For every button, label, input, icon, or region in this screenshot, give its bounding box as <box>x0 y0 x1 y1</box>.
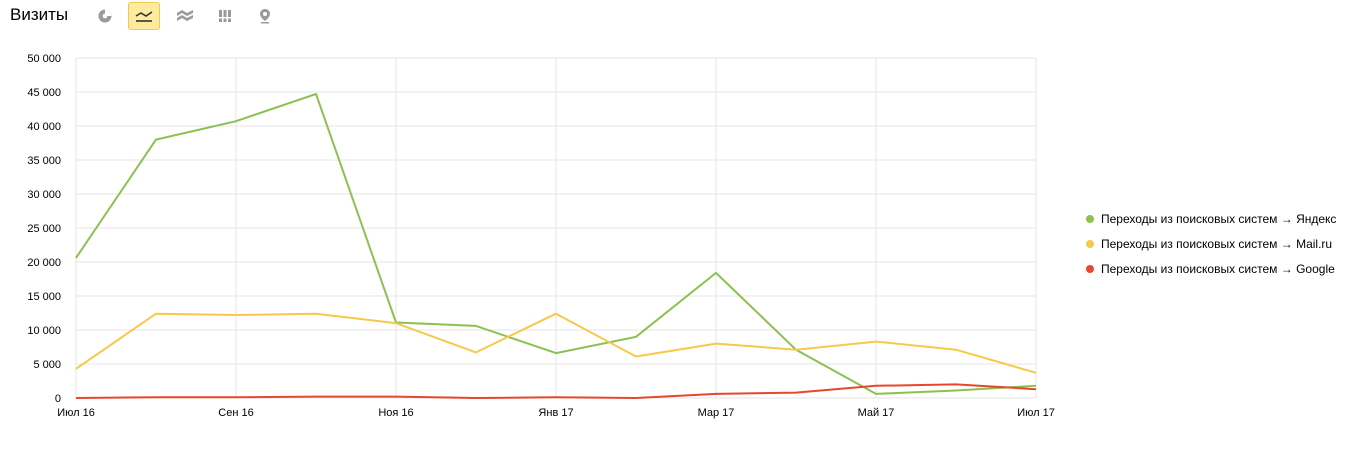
series-line-yandex[interactable] <box>75 93 1037 395</box>
y-tick-label: 40 000 <box>27 121 61 133</box>
legend-item-mailru[interactable]: Переходы из поисковых систем → Mail.ru <box>1086 231 1336 256</box>
series-line-mailru[interactable] <box>75 312 1037 374</box>
y-tick-label: 5 000 <box>33 359 61 371</box>
legend-label: Переходы из поисковых систем → Яндекс <box>1101 211 1337 226</box>
x-tick-label: Май 17 <box>858 407 895 419</box>
line-chart-icon <box>135 11 153 22</box>
chart-grid <box>75 57 1037 399</box>
pie-chart-button[interactable] <box>89 2 121 30</box>
area-chart-icon <box>177 10 193 21</box>
series-line-google[interactable] <box>75 383 1037 399</box>
pie-chart-icon <box>98 9 112 23</box>
x-tick-label: Ноя 16 <box>378 407 413 419</box>
bar-chart-button[interactable] <box>209 2 241 30</box>
map-button[interactable] <box>249 2 281 30</box>
y-tick-label: 45 000 <box>27 87 61 99</box>
area-chart-button[interactable] <box>169 2 201 30</box>
chart-header: Визиты <box>0 0 400 34</box>
x-tick-label: Июл 16 <box>57 407 95 419</box>
y-tick-label: 0 <box>55 393 61 405</box>
legend-label: Переходы из поисковых систем → Mail.ru <box>1101 236 1333 251</box>
y-tick-label: 15 000 <box>27 291 61 303</box>
legend-marker <box>1086 214 1094 223</box>
legend-item-google[interactable]: Переходы из поисковых систем → Google <box>1086 256 1336 281</box>
y-tick-label: 35 000 <box>27 155 61 167</box>
bar-chart-icon <box>218 10 232 22</box>
y-axis: 0 5 000 10 000 15 000 20 000 25 000 30 000 35 0… <box>27 53 61 405</box>
y-tick-label: 20 000 <box>27 257 61 269</box>
chart-legend: Переходы из поисковых систем → Яндекс Пе… <box>1086 206 1336 281</box>
legend-marker <box>1086 264 1094 273</box>
chart-title: Визиты <box>10 5 69 24</box>
line-chart: 0 5 000 10 000 15 000 20 000 25 000 30 000 35 0… <box>27 53 1055 419</box>
chart-series <box>75 93 1037 399</box>
y-tick-label: 30 000 <box>27 189 61 201</box>
x-tick-label: Сен 16 <box>218 407 253 419</box>
x-axis: Июл 16 Сен 16 Ноя 16 Янв 17 Мар 17 Май 17 Июл … <box>57 407 1055 419</box>
x-tick-label: Янв 17 <box>538 407 573 419</box>
y-tick-label: 10 000 <box>27 325 61 337</box>
legend-label: Переходы из поисковых систем → Google <box>1101 261 1335 276</box>
line-chart-button[interactable] <box>128 2 160 30</box>
legend-item-yandex[interactable]: Переходы из поисковых систем → Яндекс <box>1086 206 1336 231</box>
y-tick-label: 25 000 <box>27 223 61 235</box>
x-tick-label: Июл 17 <box>1017 407 1055 419</box>
map-pin-icon <box>260 9 270 24</box>
y-tick-label: 50 000 <box>27 53 61 65</box>
legend-marker <box>1086 239 1094 248</box>
x-tick-label: Мар 17 <box>698 407 735 419</box>
